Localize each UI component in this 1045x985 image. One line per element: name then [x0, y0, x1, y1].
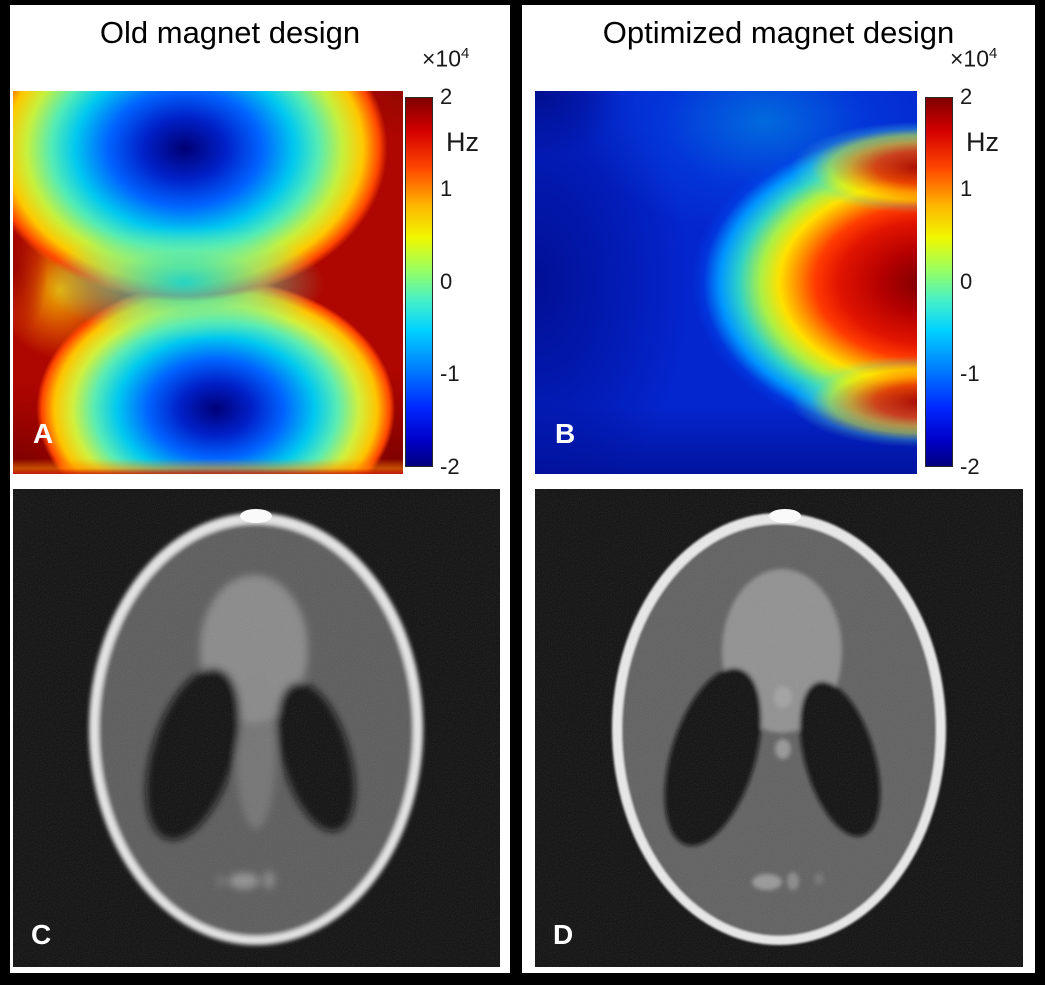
phantom-image-D	[535, 489, 1023, 967]
colorbar-tick-label: 2	[440, 84, 453, 109]
scale-exponent: 4	[989, 45, 998, 62]
column-old-design: Old magnet design A ×104 2 1 0 -1 -2 Hz	[10, 5, 510, 973]
colorbar-tick-labels: 2 1 0 -1 -2	[960, 84, 1006, 479]
colorbar-tick-label: -2	[960, 454, 980, 479]
column-optimized-design: Optimized magnet design B ×104 2 1 0 -1 …	[522, 5, 1035, 973]
column-title-old: Old magnet design	[99, 15, 361, 50]
colorbar-tick-label: 2	[960, 84, 973, 109]
colorbar-tick-label: -1	[440, 361, 460, 386]
scale-exponent: 4	[461, 45, 470, 62]
colorbar-gradient	[925, 97, 953, 467]
column-title-optimized: Optimized magnet design	[602, 15, 955, 50]
panel-letter-D: D	[553, 919, 574, 950]
noise-overlay	[13, 489, 500, 967]
colorbar-tick-label: -2	[440, 454, 460, 479]
colorbar-tick-label: 0	[960, 269, 973, 294]
colorbar-gradient	[405, 97, 433, 467]
fieldmap-heatmap-A: A	[13, 91, 403, 474]
colorbar-tick-label: 0	[440, 269, 453, 294]
noise-overlay	[535, 489, 1023, 967]
panel-letter-C: C	[31, 919, 52, 950]
panel-letter-A: A	[33, 418, 54, 449]
colorbar-tick-label: 1	[960, 176, 973, 201]
fieldmap-heatmap-B: B	[535, 91, 917, 474]
phantom-panel-C: C	[13, 489, 500, 967]
colorbar-tick-label: -1	[960, 361, 980, 386]
scale-prefix: ×10	[422, 45, 462, 72]
colorbar-tick-label: 1	[440, 176, 453, 201]
colorbar-unit-label: Hz	[446, 127, 479, 157]
colorbar-tick-labels: 2 1 0 -1 -2	[440, 84, 486, 479]
panel-letter-B: B	[555, 418, 576, 449]
colorbar-scale-label: ×104	[422, 45, 469, 73]
phantom-panel-D: D	[535, 489, 1023, 967]
colorbar-unit-label: Hz	[966, 127, 999, 157]
scale-prefix: ×10	[950, 45, 990, 72]
phantom-image-C	[13, 489, 500, 967]
colorbar-scale-label: ×104	[950, 45, 997, 73]
